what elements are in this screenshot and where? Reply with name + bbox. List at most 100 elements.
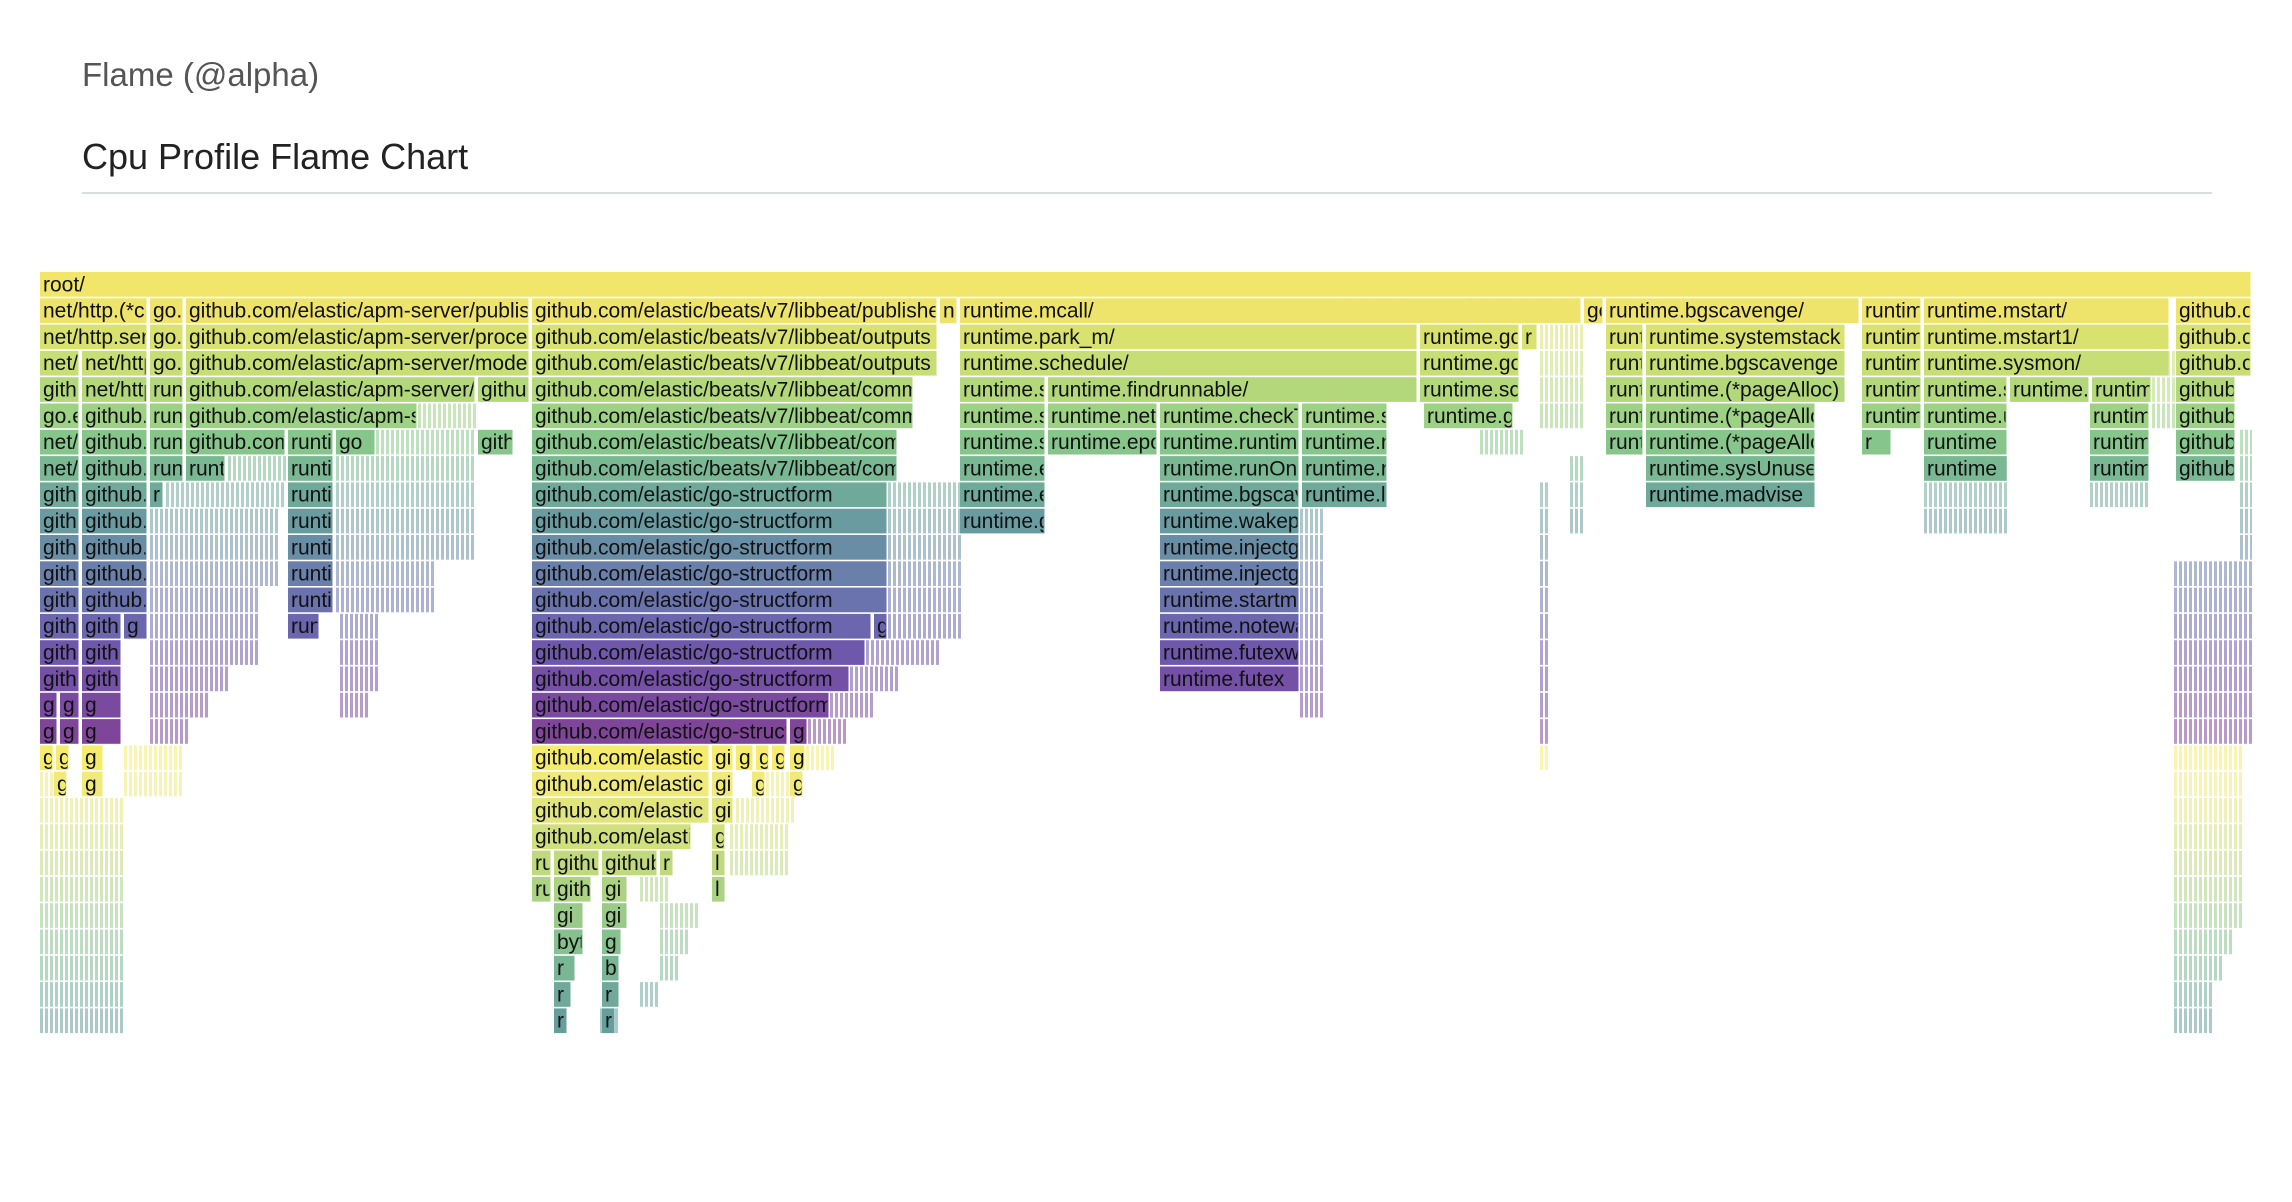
flame-frame[interactable]: g [790,745,805,771]
flame-frame[interactable]: github.com/elastic [186,429,357,455]
flame-frame-rect[interactable] [554,850,599,876]
flame-frame-rect[interactable] [40,692,57,718]
flame-frame-rect[interactable] [1862,403,1921,429]
flame-frame-rect[interactable] [1160,587,1299,613]
flame-frame[interactable]: github.com/elastic/beats/v7/libbeat/publ… [532,298,947,323]
flame-frame-rect[interactable] [1646,482,1815,508]
flame-frame[interactable]: net/http [82,377,155,402]
flame-frame[interactable]: github.com/elastic [2176,298,2252,323]
flame-frame[interactable]: runtime.startm [1160,587,1299,613]
flame-frame-rect[interactable] [60,692,79,718]
flame-frame-rect[interactable] [186,350,529,376]
flame-frame[interactable]: github.com/elastic/beats/v7/libbeat/comm… [532,456,942,481]
flame-frame-rect[interactable] [756,745,769,771]
flame-frame[interactable]: github.com/elastic [2176,403,2252,429]
flame-frame[interactable]: runtime.schedule [960,429,1123,455]
flame-frame[interactable]: runtime [150,377,223,402]
flame-frame-rect[interactable] [1646,403,1815,429]
flame-frame[interactable]: github.com/elastic/beats/v7/libbeat/outp… [532,324,937,350]
flame-frame[interactable]: runtime [1862,403,1935,429]
flame-frame[interactable]: runtime [1606,324,1679,350]
flame-frame-rect[interactable] [2176,350,2251,376]
flame-frame[interactable]: runtime.notesleep [2010,377,2180,402]
flame-frame-rect[interactable] [712,798,733,823]
flame-frame-rect[interactable] [1606,298,1859,323]
flame-frame-rect[interactable] [150,377,183,402]
flame-frame-rect[interactable] [186,429,285,455]
flame-frame[interactable]: g [772,745,787,771]
flame-frame[interactable]: runtime.park_m/ [960,324,1417,350]
flame-frame[interactable]: github.com [82,456,188,481]
flame-frame-rect[interactable] [1924,456,2007,481]
flame-frame-rect[interactable] [82,561,147,586]
flame-frame[interactable]: runtime.wakep [1160,508,1300,534]
flame-frame[interactable]: github [602,850,662,876]
flame-frame[interactable]: github.com/elastic/go-structform [532,666,849,692]
flame-frame-rect[interactable] [150,482,163,508]
flame-frame[interactable]: runtime.execute [960,482,1112,508]
flame-frame[interactable]: runtime [1606,350,1679,376]
flame-frame-rect[interactable] [1302,482,1387,508]
flame-frame[interactable]: runtime.schedule/ [960,350,1417,376]
flame-frame[interactable]: runtime.stealWork [1302,403,1474,429]
flame-frame-rect[interactable] [40,561,79,586]
flame-frame-rect[interactable] [554,982,571,1007]
flame-frame-rect[interactable] [1160,561,1299,586]
flame-frame[interactable]: runtime [288,561,361,586]
flame-frame[interactable]: runtime [150,403,223,429]
flame-frame-rect[interactable] [1048,403,1157,429]
flame-frame-rect[interactable] [532,745,709,771]
flame-frame-rect[interactable] [82,666,121,692]
flame-frame[interactable]: runtime.schedule [960,403,1123,429]
flame-frame[interactable]: runtime.mstart1/ [1924,324,2169,350]
flame-frame[interactable]: go.elastic.co/apm [150,298,316,323]
flame-frame-rect[interactable] [960,298,1581,323]
flame-frame-rect[interactable] [532,719,787,744]
flame-frame-rect[interactable] [712,850,725,876]
flame-frame[interactable]: net/http [940,298,1013,323]
flame-frame[interactable]: runtime.sysUnused [1646,456,1829,481]
flame-frame[interactable]: g [124,613,147,639]
flame-frame[interactable]: github.com/elastic/go-structform [532,719,833,744]
flame-frame-rect[interactable] [960,482,1045,508]
flame-frame-rect[interactable] [1160,640,1299,665]
flame-frame-rect[interactable] [1160,508,1299,534]
flame-frame-rect[interactable] [1646,324,1845,350]
flame-frame-rect[interactable] [1048,377,1417,402]
flame-frame-rect[interactable] [2090,403,2149,429]
flame-frame-rect[interactable] [960,377,1045,402]
flame-frame[interactable]: github.com [82,508,188,534]
flame-frame-rect[interactable] [532,824,691,849]
flame-frame-rect[interactable] [1606,429,1643,455]
flame-frame[interactable]: runtime.(*pageAlloc) [1646,429,1839,455]
flame-frame[interactable]: runtime.runqsteal [1302,429,1467,455]
flame-frame[interactable]: runtime.gcDrain [1862,324,2013,350]
flame-frame[interactable]: github.com/elastic/go-structform [532,587,887,613]
flame-frame[interactable]: runtime [150,429,223,455]
flame-frame-rect[interactable] [602,955,619,981]
flame-frame[interactable]: runtime.usleep [1924,403,2065,429]
flame-frame[interactable]: runtime.execute [960,456,1112,481]
flame-frame[interactable]: github.com [40,587,146,613]
flame-frame[interactable]: runtime.netpoll [1048,403,1189,429]
flame-frame-rect[interactable] [602,903,627,928]
flame-frame-rect[interactable] [40,482,79,508]
flame-frame[interactable]: g [60,719,79,744]
flame-frame-rect[interactable] [288,535,333,560]
flame-frame[interactable]: r [660,850,673,876]
flame-frame-rect[interactable] [186,456,225,481]
flame-frame-rect[interactable] [960,403,1045,429]
flame-frame[interactable]: github.com [478,377,584,402]
flame-frame-rect[interactable] [150,324,183,350]
flame-frame[interactable]: runtime.markroot [1862,350,2024,376]
flame-frame-rect[interactable] [532,482,887,508]
flame-frame[interactable]: github.com/elastic [2176,377,2252,402]
flame-frame[interactable]: go.elastic [150,350,242,376]
flame-frame-rect[interactable] [82,403,147,429]
flame-frame-rect[interactable] [40,429,79,455]
flame-frame-rect[interactable] [602,850,657,876]
flame-frame[interactable]: r [554,982,571,1007]
flame-frame[interactable]: runtime.futexwakeup [1160,640,1357,665]
flame-frame[interactable]: ru [532,850,554,876]
flame-frame[interactable]: net/http [40,350,113,376]
